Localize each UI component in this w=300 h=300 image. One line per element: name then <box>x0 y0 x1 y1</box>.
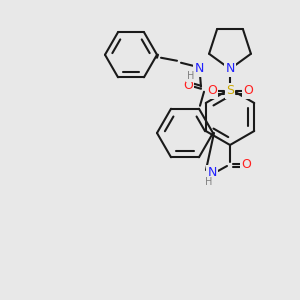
Text: H: H <box>187 71 195 81</box>
Text: N: N <box>207 167 217 179</box>
Text: O: O <box>243 85 253 98</box>
Text: O: O <box>183 79 193 92</box>
Text: O: O <box>241 158 251 172</box>
Text: N: N <box>194 62 204 75</box>
Text: H: H <box>205 177 213 187</box>
Text: N: N <box>225 62 235 76</box>
Text: S: S <box>226 85 234 98</box>
Text: O: O <box>207 85 217 98</box>
